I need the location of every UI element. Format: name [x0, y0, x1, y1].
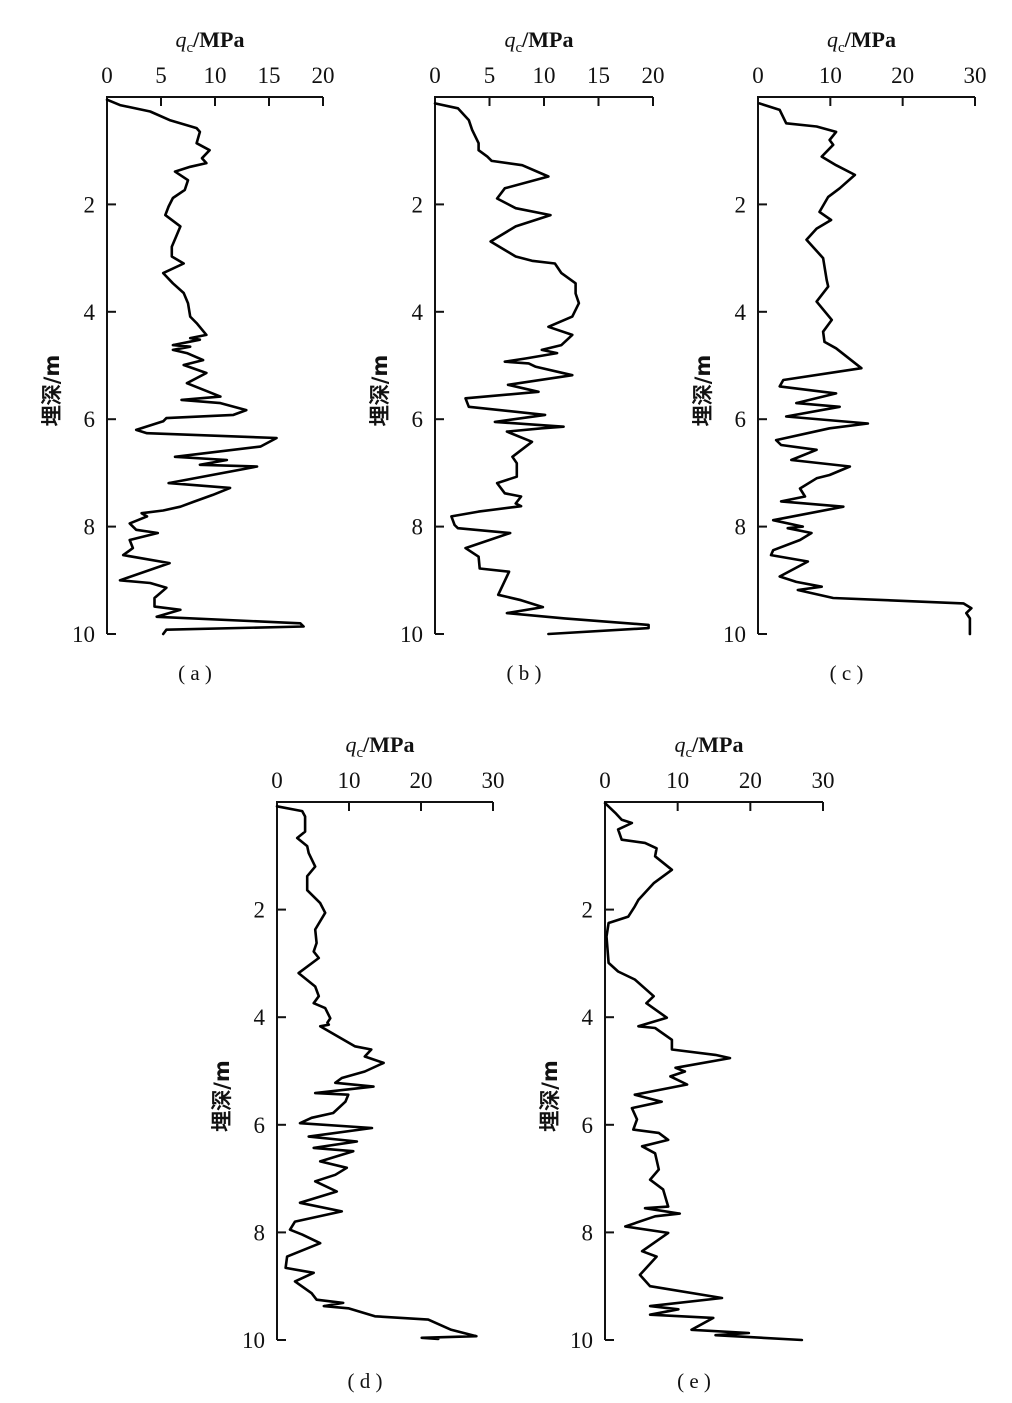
x-tick-label: 0 — [752, 63, 764, 88]
x-tick-label: 10 — [819, 63, 842, 88]
y-tick-label: 8 — [582, 1220, 594, 1245]
y-tick-label: 4 — [254, 1005, 266, 1030]
x-tick-label: 20 — [891, 63, 914, 88]
x-tick-label: 0 — [101, 63, 113, 88]
qc-depth-curve — [275, 805, 478, 1341]
axes-frame — [604, 801, 823, 1340]
title-subscript: c — [516, 40, 523, 56]
y-tick-label: 8 — [412, 515, 424, 540]
axes-frame — [276, 801, 493, 1340]
panel-label: ( e ) — [677, 1369, 711, 1393]
x-tick-label: 20 — [410, 768, 433, 793]
y-tick-label: 10 — [242, 1328, 265, 1353]
y-tick-label: 2 — [582, 898, 594, 923]
title-unit: /MPa — [521, 27, 573, 52]
qc-depth-curve — [433, 102, 650, 636]
title-unit: /MPa — [362, 732, 414, 757]
panel-label: ( c ) — [830, 661, 864, 685]
qc-depth-curve — [758, 102, 973, 636]
y-tick-label: 10 — [723, 622, 746, 647]
y-tick-label: 2 — [412, 192, 424, 217]
panel-e: 0 10 20 30 2 4 6 8 10 qc/MPa 埋深/m ( e ) — [538, 732, 835, 1393]
title-subscript: c — [357, 745, 364, 761]
title-symbol: q — [827, 27, 838, 52]
qc-depth-curve — [105, 98, 305, 636]
y-tick-label: 10 — [72, 622, 95, 647]
y-tick-label: 6 — [412, 407, 424, 432]
y-tick-label: 8 — [735, 515, 747, 540]
axes-frame — [757, 96, 975, 634]
y-tick-label: 4 — [412, 300, 424, 325]
qc-depth-curve — [603, 801, 804, 1342]
y-tick-label: 10 — [400, 622, 423, 647]
x-tick-label: 15 — [587, 63, 610, 88]
y-tick-label: 6 — [582, 1113, 594, 1138]
x-tick-label: 20 — [739, 768, 762, 793]
panel-a: 0 5 10 15 20 2 4 6 8 10 qc/MPa 埋深/m ( a ) — [40, 27, 335, 685]
y-axis-title: 埋深/m — [368, 355, 392, 427]
y-tick-label: 4 — [582, 1005, 594, 1030]
x-axis-title: qc/MPa — [346, 732, 415, 761]
title-symbol: q — [346, 732, 357, 757]
y-axis-title: 埋深/m — [210, 1060, 234, 1132]
x-tick-label: 0 — [599, 768, 611, 793]
x-tick-label: 5 — [484, 63, 496, 88]
y-tick-label: 6 — [254, 1113, 266, 1138]
title-subscript: c — [686, 745, 693, 761]
axes-frame — [106, 96, 323, 634]
x-tick-label: 0 — [429, 63, 441, 88]
y-tick-label: 10 — [570, 1328, 593, 1353]
x-tick-label: 5 — [155, 63, 167, 88]
x-tick-label: 10 — [338, 768, 361, 793]
x-tick-label: 30 — [964, 63, 987, 88]
y-axis-title: 埋深/m — [538, 1060, 562, 1132]
x-tick-label: 20 — [642, 63, 665, 88]
y-tick-label: 6 — [84, 407, 96, 432]
title-subscript: c — [187, 40, 194, 56]
x-tick-label: 20 — [312, 63, 335, 88]
title-symbol: q — [675, 732, 686, 757]
panel-label: ( d ) — [348, 1369, 383, 1393]
y-axis-title: 埋深/m — [40, 355, 64, 427]
title-symbol: q — [176, 27, 187, 52]
panel-b: 0 5 10 15 20 2 4 6 8 10 qc/MPa 埋深/m ( b ) — [368, 27, 665, 685]
x-axis-title: qc/MPa — [675, 732, 744, 761]
x-tick-label: 30 — [812, 768, 835, 793]
title-subscript: c — [838, 40, 845, 56]
panel-label: ( b ) — [507, 661, 542, 685]
y-tick-label: 4 — [735, 300, 747, 325]
x-axis-title: qc/MPa — [505, 27, 574, 56]
x-tick-label: 15 — [258, 63, 281, 88]
y-tick-label: 2 — [735, 192, 747, 217]
x-axis-title: qc/MPa — [827, 27, 896, 56]
title-unit: /MPa — [192, 27, 244, 52]
y-tick-label: 6 — [735, 407, 747, 432]
y-axis-title: 埋深/m — [691, 355, 715, 427]
x-tick-label: 0 — [271, 768, 283, 793]
x-axis-title: qc/MPa — [176, 27, 245, 56]
y-tick-label: 8 — [84, 515, 96, 540]
title-unit: /MPa — [691, 732, 743, 757]
y-tick-label: 2 — [84, 192, 96, 217]
x-tick-label: 30 — [482, 768, 505, 793]
x-tick-label: 10 — [533, 63, 556, 88]
panel-c: 0 10 20 30 2 4 6 8 10 qc/MPa 埋深/m ( c ) — [691, 27, 987, 685]
panel-d: 0 10 20 30 2 4 6 8 10 qc/MPa 埋深/m ( d ) — [210, 732, 505, 1393]
x-tick-label: 10 — [666, 768, 689, 793]
title-unit: /MPa — [844, 27, 896, 52]
title-symbol: q — [505, 27, 516, 52]
y-tick-label: 8 — [254, 1220, 266, 1245]
x-tick-label: 10 — [204, 63, 227, 88]
y-tick-label: 4 — [84, 300, 96, 325]
panel-label: ( a ) — [178, 661, 212, 685]
y-tick-label: 2 — [254, 898, 266, 923]
